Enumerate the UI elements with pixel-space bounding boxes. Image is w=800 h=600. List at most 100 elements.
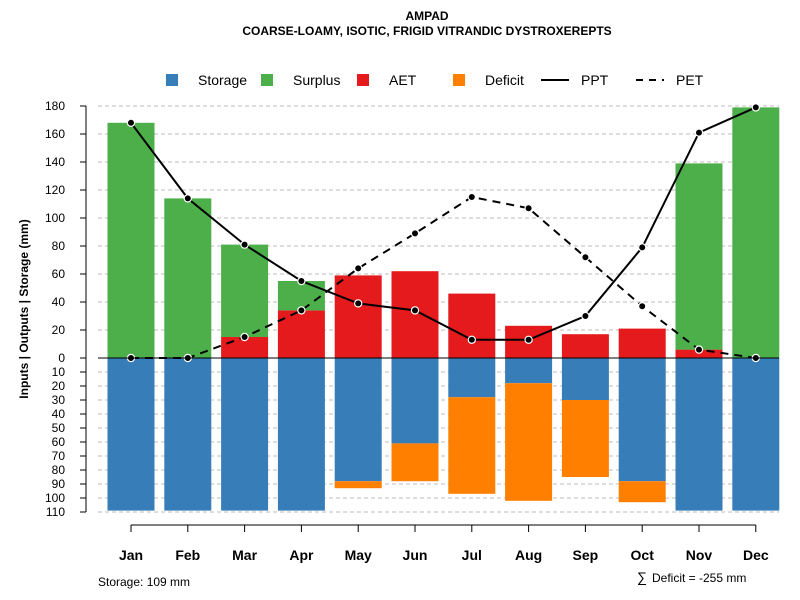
aet-bar-jun <box>391 271 439 358</box>
legend-swatch-storage <box>166 74 178 86</box>
pet-line <box>131 195 756 359</box>
storage-bar-jun <box>391 358 439 444</box>
ppt-point-sep <box>581 311 590 321</box>
x-tick-label-apr: Apr <box>289 547 314 563</box>
storage-bar-oct <box>618 358 666 482</box>
y-tick-label: 80 <box>52 463 66 477</box>
deficit-note: Deficit = -255 mm <box>652 571 746 585</box>
aet-bar-apr <box>277 310 325 358</box>
storage-bar-mar <box>221 358 269 511</box>
ppt-point-jun <box>410 306 420 315</box>
deficit-sum-symbol: ∑ <box>637 569 647 585</box>
x-tick-label-oct: Oct <box>631 547 655 563</box>
axes: 0204060801001201401601801020304050607080… <box>45 99 779 563</box>
y-tick-label: 140 <box>45 155 65 169</box>
x-tick-label-nov: Nov <box>686 547 713 563</box>
legend-label-ppt: PPT <box>581 72 609 88</box>
y-axis-label: Inputs | Outputs | Storage (mm) <box>17 219 31 398</box>
x-tick-label-jan: Jan <box>119 547 143 563</box>
deficit-bar-may <box>334 481 382 489</box>
y-tick-label: 20 <box>52 323 66 337</box>
storage-bar-feb <box>164 358 212 511</box>
ppt-point-nov <box>694 128 704 137</box>
y-tick-label: 60 <box>52 267 66 281</box>
y-tick-label: 160 <box>45 127 65 141</box>
ppt-point-jan <box>126 118 136 128</box>
legend-swatch-surplus <box>261 74 273 86</box>
storage-bar-dec <box>732 358 780 511</box>
x-tick-label-feb: Feb <box>175 547 200 563</box>
legend-label-pet: PET <box>676 72 704 88</box>
deficit-bar-aug <box>505 383 553 501</box>
y-tick-label: 20 <box>52 379 66 393</box>
pet-point-oct <box>638 302 647 311</box>
line-series <box>126 103 761 363</box>
deficit-bar-jul <box>448 397 496 494</box>
y-tick-label: 100 <box>45 491 65 505</box>
surplus-bar-feb <box>164 198 212 358</box>
deficit-bar-sep <box>561 400 609 477</box>
x-tick-label-sep: Sep <box>573 547 599 563</box>
deficit-bar-jun <box>391 443 439 482</box>
surplus-bar-dec <box>732 107 780 359</box>
bars <box>107 107 780 511</box>
aet-bar-may <box>334 275 382 358</box>
aet-bar-sep <box>561 334 609 358</box>
chart-legend: Storage Surplus AET Deficit PPT PET <box>166 72 704 88</box>
pet-point-aug <box>524 203 533 213</box>
legend-label-surplus: Surplus <box>293 72 340 88</box>
x-tick-label-mar: Mar <box>232 547 257 563</box>
surplus-bar-nov <box>675 163 723 350</box>
y-tick-label: 50 <box>52 421 66 435</box>
legend-label-storage: Storage <box>198 72 247 88</box>
surplus-bar-jan <box>107 122 155 358</box>
ppt-point-mar <box>240 240 249 249</box>
storage-bar-aug <box>505 358 553 384</box>
storage-bar-jan <box>107 358 155 511</box>
y-tick-label: 10 <box>52 365 66 379</box>
ppt-point-may <box>354 299 363 308</box>
storage-bar-sep <box>561 358 609 400</box>
y-tick-label: 60 <box>52 435 66 449</box>
ppt-point-jul <box>467 335 476 344</box>
legend-swatch-deficit <box>453 74 465 86</box>
chart-subtitle: COARSE-LOAMY, ISOTIC, FRIGID VITRANDIC D… <box>242 24 611 38</box>
ppt-point-apr <box>297 276 306 286</box>
x-tick-label-jul: Jul <box>462 547 482 563</box>
surplus-bar-apr <box>277 281 325 311</box>
y-tick-label: 30 <box>52 393 66 407</box>
pet-point-may <box>354 264 363 273</box>
pet-point-nov <box>694 345 704 354</box>
ppt-point-feb <box>183 194 192 203</box>
y-tick-label: 80 <box>52 239 66 253</box>
x-tick-label-may: May <box>345 547 372 563</box>
pet-point-jul <box>467 192 476 202</box>
legend-label-aet: AET <box>389 72 417 88</box>
chart-title: AMPAD <box>405 9 448 23</box>
pet-point-apr <box>297 306 306 315</box>
pet-point-mar <box>240 332 249 342</box>
legend-label-deficit: Deficit <box>485 72 524 88</box>
y-tick-label: 70 <box>52 449 66 463</box>
y-tick-label: 0 <box>58 351 65 365</box>
aet-bar-jul <box>448 293 496 358</box>
pet-point-jun <box>410 229 420 238</box>
ppt-point-dec <box>751 103 761 112</box>
storage-bar-apr <box>277 358 325 511</box>
x-tick-label-dec: Dec <box>743 547 769 563</box>
y-tick-label: 100 <box>45 211 65 225</box>
y-tick-label: 110 <box>46 505 65 519</box>
pet-point-sep <box>581 253 590 262</box>
y-tick-label: 90 <box>52 477 66 491</box>
deficit-bar-oct <box>618 481 666 503</box>
x-tick-label-jun: Jun <box>403 547 428 563</box>
legend-swatch-aet <box>357 74 369 86</box>
y-tick-label: 180 <box>45 99 65 113</box>
x-tick-label-aug: Aug <box>515 547 542 563</box>
y-tick-label: 40 <box>52 295 66 309</box>
ppt-point-oct <box>638 243 647 252</box>
storage-bar-jul <box>448 358 496 398</box>
y-tick-label: 40 <box>52 407 66 421</box>
surplus-bar-mar <box>221 244 269 337</box>
